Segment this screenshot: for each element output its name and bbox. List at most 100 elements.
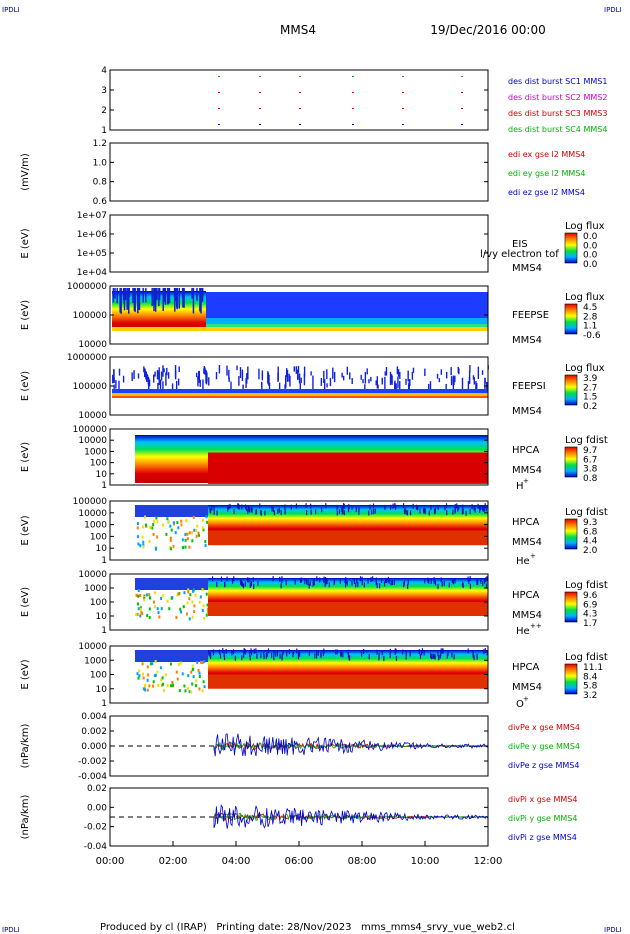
spectrogram-streak [440, 577, 442, 583]
spectrogram-speckle [203, 685, 206, 689]
spectrogram-streak [148, 379, 151, 387]
spectrogram-streak [261, 370, 264, 381]
spectrogram-streak [394, 504, 397, 510]
spectrogram-speckle [201, 660, 204, 664]
spectrogram-speckle [161, 594, 164, 598]
hpca_h-species-charge: + [523, 477, 529, 485]
spectrogram-streak [361, 580, 363, 586]
spectrogram-streak [280, 583, 282, 589]
spectrogram-streak [437, 504, 439, 510]
spectrogram-core [208, 602, 488, 616]
spectrogram-streak [380, 577, 383, 583]
hpca_h-colorbar-tick: 9.7 [583, 446, 597, 456]
x-tick-label: 04:00 [222, 856, 251, 867]
des-burst-mark [461, 92, 463, 93]
des-burst-mark [461, 124, 463, 125]
spectrogram-speckle [202, 604, 205, 608]
spectrogram-speckle [181, 672, 184, 676]
spectrogram-streak [182, 288, 184, 308]
spectrogram-streak [154, 371, 156, 377]
spectrogram-streak [383, 655, 385, 661]
spectrogram-streak [427, 577, 429, 583]
spectrogram-streak [191, 288, 193, 299]
spectrogram-speckle [187, 590, 190, 594]
spectrogram-streak [454, 375, 456, 383]
spectrogram-streak [346, 366, 349, 375]
spectrogram-streak [446, 371, 448, 379]
spectrogram-streak [423, 650, 425, 656]
spectrogram-speckle [172, 521, 175, 525]
divpi-legend-entry: divPi z gse MMS4 [508, 833, 577, 842]
spectrogram-speckle [187, 588, 190, 592]
spectrogram-streak [411, 371, 414, 380]
spectrogram-speckle [157, 611, 160, 615]
spectrogram-speckle [188, 690, 191, 694]
spectrogram-streak [433, 578, 435, 584]
spectrogram-streak [226, 365, 228, 376]
hpca_o-colorbar-tick: 3.2 [583, 691, 597, 701]
spectrogram-streak [298, 373, 301, 384]
spectrogram-streak [482, 505, 484, 511]
spectrogram-streak [389, 371, 392, 386]
divpe-ytick-label: -0.002 [78, 757, 107, 767]
spectrogram-speckle [145, 523, 148, 527]
spectrogram-streak [112, 374, 114, 384]
hpca_he-colorbar-tick: 2.0 [583, 546, 598, 556]
spectrogram-streak [222, 648, 224, 654]
spectrogram-streak [159, 379, 162, 393]
hpca_o-ytick-label: 10 [96, 685, 108, 695]
spectrogram-speckle [162, 523, 165, 527]
hpca_h-colorbar [564, 446, 578, 478]
spectrogram-streak [424, 368, 426, 377]
spectrogram-streak [281, 578, 283, 584]
spectrogram-speckle [188, 597, 191, 601]
spectrogram-streak [299, 651, 301, 657]
spectrogram-streak [316, 576, 318, 582]
spectrogram-streak [324, 581, 326, 587]
spectrogram-speckle [180, 519, 183, 523]
spectrogram-streak [469, 365, 471, 373]
spectrogram-streak [232, 649, 235, 655]
spectrogram-speckle [146, 665, 149, 669]
spectrogram-speckle [137, 535, 140, 539]
spectrogram-speckle [158, 615, 161, 619]
spectrogram-streak [424, 509, 426, 515]
des-burst-mark [259, 108, 261, 109]
hpca_he-instrument-label: HPCA [512, 517, 540, 528]
spectrogram-streak [394, 648, 396, 654]
spectrogram-streak [215, 372, 218, 380]
spectrogram-speckle [169, 536, 172, 540]
spectrogram-streak [462, 582, 464, 588]
spectrogram-streak [486, 381, 488, 394]
x-tick-label: 08:00 [348, 856, 377, 867]
spectrogram-streak [162, 381, 164, 393]
spectrogram-streak [147, 379, 150, 386]
hpca_h-ytick-label: 10000 [78, 436, 107, 446]
spectrogram-streak [233, 508, 235, 514]
spectrogram-streak [473, 505, 475, 511]
spectrogram-speckle [139, 594, 142, 598]
hpca_hepp-ytick-label: 10000 [78, 570, 107, 580]
spectrogram-streak [146, 375, 148, 382]
x-tick-label: 00:00 [96, 856, 125, 867]
eis-frame [109, 214, 489, 273]
spectrogram-speckle [148, 684, 151, 688]
feepse-colorbar-tick: 4.5 [583, 303, 597, 313]
spectrogram-streak [306, 510, 308, 516]
spectrogram-streak [220, 576, 223, 582]
spectrogram-speckle [185, 518, 188, 522]
spectrogram-streak [242, 583, 245, 589]
spectrogram-streak [250, 507, 253, 513]
spectrogram-streak [199, 288, 201, 312]
spectrogram-streak [160, 371, 163, 381]
spectrogram-streak [471, 504, 473, 510]
spectrogram-streak [178, 366, 180, 373]
hpca_he-spacecraft-label: MMS4 [512, 537, 542, 548]
spectrogram-streak [384, 504, 386, 510]
spectrogram-streak [446, 510, 448, 516]
spectrogram-streak [231, 578, 234, 584]
spectrogram-streak [250, 650, 253, 656]
spectrogram-streak [249, 655, 251, 661]
spectrogram-streak [333, 580, 335, 586]
spectrogram-speckle [137, 542, 140, 546]
